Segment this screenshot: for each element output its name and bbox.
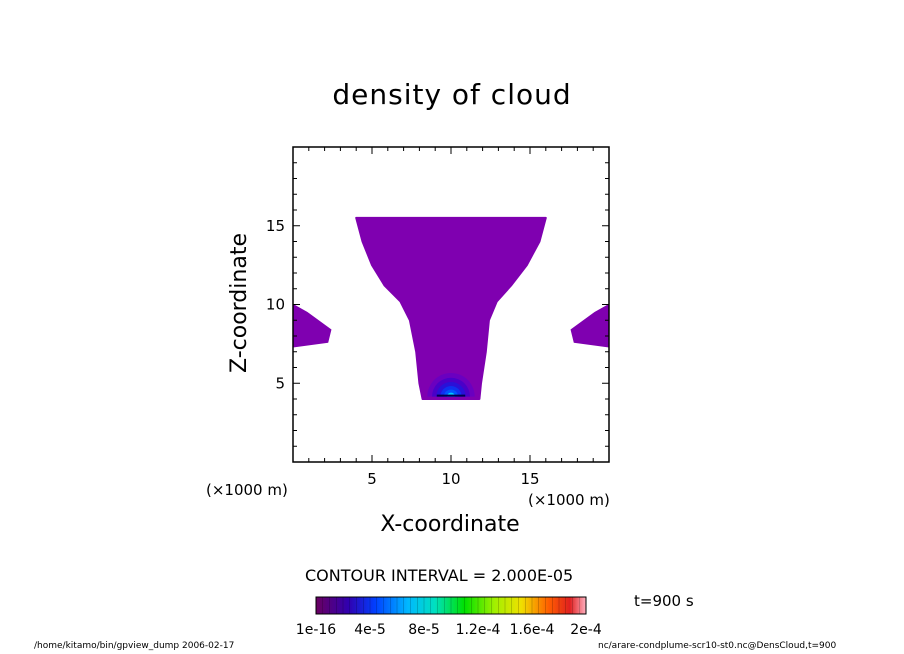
x-tick-label: 15	[520, 470, 539, 488]
y-tick-label: 10	[266, 296, 285, 314]
x-unit-label-right: (×1000 m)	[528, 491, 610, 509]
x-unit-label-left: (×1000 m)	[206, 481, 288, 499]
colorbar-label: 1.2e-4	[456, 622, 501, 638]
colorbar-label: 1e-16	[296, 622, 336, 638]
chart-title: density of cloud	[332, 78, 572, 111]
time-label: t=900 s	[634, 592, 694, 610]
x-axis-label: X-coordinate	[380, 512, 520, 537]
colorbar-label: 1.6e-4	[510, 622, 555, 638]
x-tick-label: 5	[367, 470, 377, 488]
footer-path-label: /home/kitamo/bin/gpview_dump 2006-02-17	[34, 641, 235, 651]
colorbar-label: 8e-5	[408, 622, 439, 638]
contour-interval-text: CONTOUR INTERVAL = 2.000E-05	[305, 566, 574, 585]
y-tick-label: 5	[275, 374, 285, 392]
cloud-patch-left	[293, 303, 332, 348]
x-tick-label: 10	[441, 470, 460, 488]
colorbar-label: 4e-5	[354, 622, 385, 638]
footer-source-label: nc/arare-condplume-scr10-st0.nc@DensClou…	[598, 641, 837, 651]
cloud-patch-right	[570, 303, 609, 348]
cloud-region	[355, 216, 547, 400]
y-tick-label: 15	[266, 217, 285, 235]
colorbar	[315, 596, 587, 615]
colorbar-label: 2e-4	[570, 622, 602, 638]
